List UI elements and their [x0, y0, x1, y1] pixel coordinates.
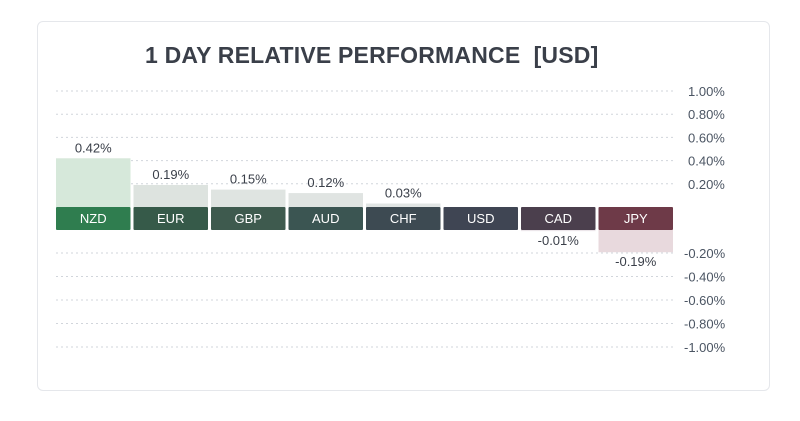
- y-tick-label: 0.40%: [688, 154, 725, 169]
- data-label: 0.12%: [307, 175, 344, 190]
- bar: [133, 184, 208, 207]
- data-label: 0.19%: [152, 167, 189, 182]
- bar: [366, 203, 441, 207]
- category-label: NZD: [80, 211, 107, 226]
- y-tick-label: 0.60%: [688, 130, 725, 145]
- category-label: USD: [467, 211, 494, 226]
- category-label-box: [598, 207, 673, 230]
- category-label: AUD: [312, 211, 339, 226]
- data-label: 0.15%: [230, 172, 267, 187]
- category-label: EUR: [157, 211, 184, 226]
- bar: [56, 158, 131, 207]
- category-label: CHF: [390, 211, 417, 226]
- y-tick-label: -0.80%: [684, 317, 726, 332]
- y-tick-label: -1.00%: [684, 340, 726, 355]
- y-tick-label: 0.20%: [688, 177, 725, 192]
- data-label: 0.42%: [75, 140, 112, 155]
- category-label-box: [366, 207, 441, 230]
- y-tick-label: -0.20%: [684, 246, 726, 261]
- y-tick-label: -0.60%: [684, 293, 726, 308]
- category-label-box: [521, 207, 596, 230]
- bar: [598, 230, 673, 253]
- category-label-box: [56, 207, 131, 230]
- y-tick-label: 1.00%: [688, 84, 725, 99]
- data-label: -0.01%: [538, 233, 580, 248]
- data-label: -0.19%: [615, 254, 657, 269]
- data-label: 0.03%: [385, 186, 422, 201]
- y-tick-label: -0.40%: [684, 270, 726, 285]
- bar: [521, 230, 596, 232]
- chart-title: 1 DAY RELATIVE PERFORMANCE [USD]: [145, 42, 599, 68]
- category-label-box: [133, 207, 208, 230]
- category-label: CAD: [545, 211, 572, 226]
- bar: [288, 193, 363, 207]
- category-label: GBP: [235, 211, 262, 226]
- category-label-box: [211, 207, 286, 230]
- category-label-box: [443, 207, 518, 230]
- y-tick-label: 0.80%: [688, 107, 725, 122]
- bar: [211, 189, 286, 207]
- category-label-box: [288, 207, 363, 230]
- category-label: JPY: [624, 211, 648, 226]
